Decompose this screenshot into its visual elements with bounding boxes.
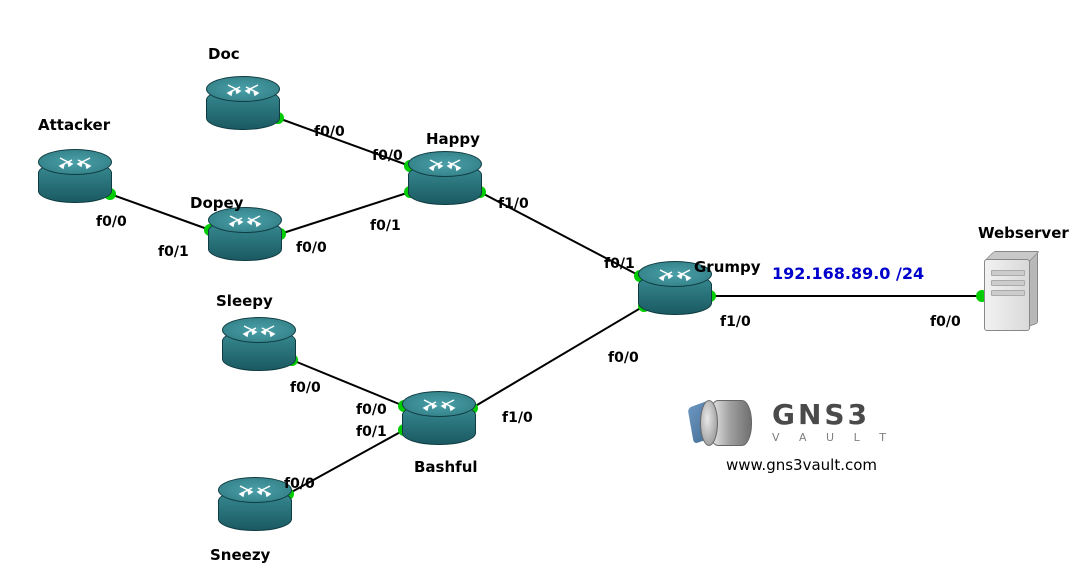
node-label-attacker: Attacker [38,116,110,134]
server-webserver [984,251,1036,329]
brand-name: GNS3 [772,401,894,429]
router-bashful [402,391,474,445]
node-label-sneezy: Sneezy [210,546,270,564]
port-label: f0/0 [284,476,315,492]
router-attacker [38,149,110,203]
port-label: f0/1 [158,244,189,260]
router-happy [408,151,480,205]
port-label: f1/0 [502,410,533,426]
port-label: f0/0 [356,402,387,418]
port-label: f0/0 [96,214,127,230]
port-label: f1/0 [498,196,529,212]
brand-tagline: V A U L T [772,431,894,444]
port-label: f0/0 [314,124,345,140]
network-label: 192.168.89.0 /24 [772,264,924,283]
router-doc [206,76,278,130]
diagram-canvas: { "diagram": { "type": "network", "backg… [0,0,1091,585]
brand-logo: GNS3 V A U L T [700,400,894,444]
node-label-happy: Happy [426,130,480,148]
node-label-dopey: Dopey [190,194,243,212]
router-sleepy [222,317,294,371]
port-label: f0/0 [930,314,961,330]
node-label-sleepy: Sleepy [216,292,273,310]
port-label: f0/1 [356,424,387,440]
node-label-doc: Doc [208,45,240,63]
router-sneezy [218,477,290,531]
port-label: f0/1 [370,218,401,234]
links-layer [0,0,1091,585]
port-label: f0/1 [604,256,635,272]
port-label: f0/0 [608,350,639,366]
brand-url: www.gns3vault.com [726,456,877,474]
node-label-webserver: Webserver [978,224,1069,242]
port-label: f0/0 [296,240,327,256]
node-label-grumpy: Grumpy [694,258,761,276]
port-label: f0/0 [290,380,321,396]
server-icon [984,251,1036,329]
port-label: f0/0 [372,148,403,164]
brand-cylinder-icon [700,400,760,444]
router-dopey [208,207,280,261]
node-label-bashful: Bashful [414,458,478,476]
port-label: f1/0 [720,314,751,330]
